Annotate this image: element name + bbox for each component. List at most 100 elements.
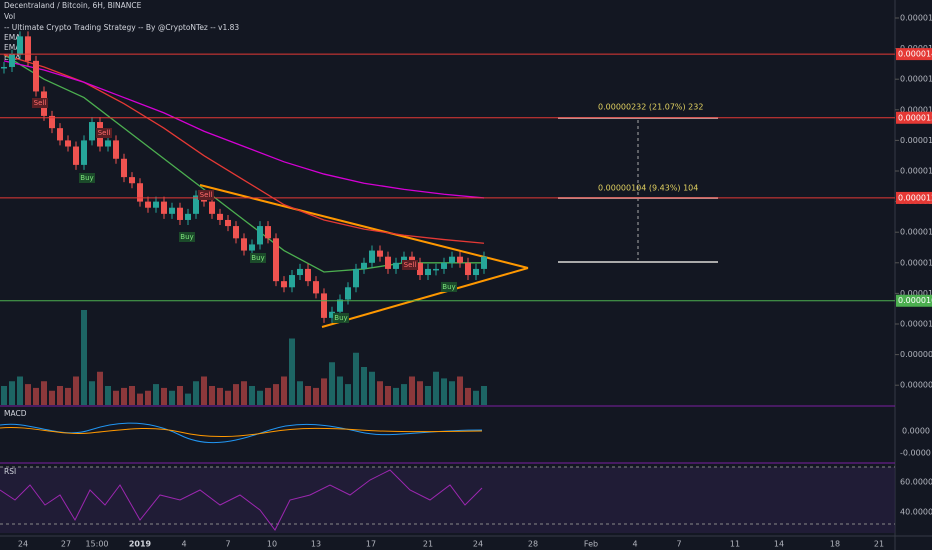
volume-bar — [89, 381, 95, 405]
indicator-label: Vol — [4, 12, 15, 21]
symbol-title: Decentraland / Bitcoin, 6H, BINANCE — [4, 1, 142, 10]
macd-tick: -0.0000 — [900, 449, 931, 458]
candle-body — [1, 66, 7, 69]
price-tick-label: 0.00001250 — [900, 167, 932, 176]
volume-bar — [377, 381, 383, 405]
volume-bar — [305, 386, 311, 405]
candle-body — [417, 262, 423, 276]
price-label-bg — [896, 48, 932, 61]
candle-body — [177, 207, 183, 220]
date-label: 4 — [632, 540, 637, 549]
candle-body — [49, 115, 55, 129]
signal-box — [250, 253, 266, 263]
volume-bar — [129, 386, 135, 405]
volume-bar — [353, 352, 359, 405]
date-label: 7 — [225, 540, 230, 549]
volume-bar — [161, 387, 167, 405]
candle-body — [281, 281, 287, 288]
date-label: 27 — [61, 540, 71, 549]
candle-body — [457, 256, 463, 263]
candle-body — [113, 140, 119, 159]
price-tick-label: 0.00000950 — [900, 350, 932, 359]
signal-label: Buy — [442, 283, 455, 291]
volume-bar — [457, 376, 463, 405]
candle-body — [145, 201, 151, 208]
signal-label: Buy — [334, 314, 347, 322]
volume-bar — [289, 338, 295, 405]
volume-bar — [81, 310, 87, 405]
signal-label: Buy — [80, 174, 93, 182]
volume-bar — [97, 371, 103, 405]
price-tick-label: 0.00001000 — [900, 320, 932, 329]
candle-body — [289, 275, 295, 288]
candle-body — [337, 299, 343, 312]
macd-tick: 0.0000 — [902, 427, 930, 436]
signal-box — [32, 98, 48, 108]
volume-bar — [401, 384, 407, 405]
rsi-line — [0, 469, 483, 531]
date-label: 7 — [676, 540, 681, 549]
volume-bar — [65, 387, 71, 405]
date-label: 24 — [473, 540, 483, 549]
date-label: 11 — [730, 540, 740, 549]
candle-body — [153, 201, 159, 208]
price-label-bg — [896, 294, 932, 307]
volume-bar — [433, 371, 439, 405]
pane-label: MACD — [4, 409, 27, 418]
rsi-band — [0, 467, 895, 533]
volume-bar — [185, 393, 191, 405]
volume-bar — [385, 386, 391, 405]
signal-box — [333, 313, 349, 323]
volume-bar — [105, 386, 111, 405]
candle-body — [209, 201, 215, 214]
candle-body — [9, 54, 15, 67]
volume-bar — [145, 390, 151, 405]
candle-body — [409, 256, 415, 263]
volume-bar — [441, 378, 447, 405]
candle-body — [441, 262, 447, 269]
price-label: 0.00001441 — [898, 50, 932, 59]
signal-box — [79, 173, 95, 183]
volume-bar — [177, 386, 183, 405]
candle-body — [249, 244, 255, 251]
volume-bar — [233, 384, 239, 405]
signal-box — [179, 232, 195, 242]
candle-body — [105, 140, 111, 147]
candle-body — [17, 36, 23, 55]
signal-label: Sell — [404, 261, 417, 269]
price-label-bg — [896, 111, 932, 124]
price-label: 0.00001038 — [898, 296, 932, 305]
candle-body — [25, 36, 31, 61]
trend-line — [321, 267, 529, 328]
date-label: 28 — [528, 540, 538, 549]
ema-line — [3, 60, 485, 199]
candle-body — [217, 213, 223, 220]
price-label: 0.00001337 — [898, 113, 932, 122]
candle-body — [233, 226, 239, 239]
signal-label: Sell — [200, 191, 213, 199]
candle-body — [185, 213, 191, 220]
date-label: 14 — [774, 540, 784, 549]
signal-box — [96, 128, 112, 138]
candle-body — [225, 219, 231, 227]
date-label: 21 — [423, 540, 433, 549]
signal-box — [402, 260, 418, 270]
volume-bar — [137, 393, 143, 405]
volume-bar — [9, 381, 15, 405]
price-tick-label: 0.00000900 — [900, 381, 932, 390]
price-tick-label: 0.00001050 — [900, 289, 932, 298]
price-tick-label: 0.00001500 — [900, 14, 932, 23]
candle-body — [73, 146, 79, 165]
candle-body — [89, 122, 95, 141]
volume-bar — [321, 378, 327, 405]
price-tick-label: 0.00001300 — [900, 136, 932, 145]
volume-bar — [209, 386, 215, 405]
date-label: 18 — [830, 540, 840, 549]
candle-body — [369, 250, 375, 263]
date-label: 15:00 — [85, 540, 108, 549]
volume-bar — [33, 387, 39, 405]
volume-bar — [281, 376, 287, 405]
volume-bar — [201, 376, 207, 405]
volume-bar — [217, 387, 223, 405]
signal-line — [0, 426, 483, 437]
